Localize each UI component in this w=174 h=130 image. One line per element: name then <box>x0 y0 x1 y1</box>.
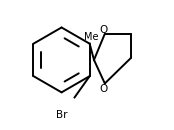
Text: Me: Me <box>84 32 98 42</box>
Text: O: O <box>99 84 108 94</box>
Text: Br: Br <box>56 110 68 120</box>
Text: O: O <box>99 25 108 35</box>
